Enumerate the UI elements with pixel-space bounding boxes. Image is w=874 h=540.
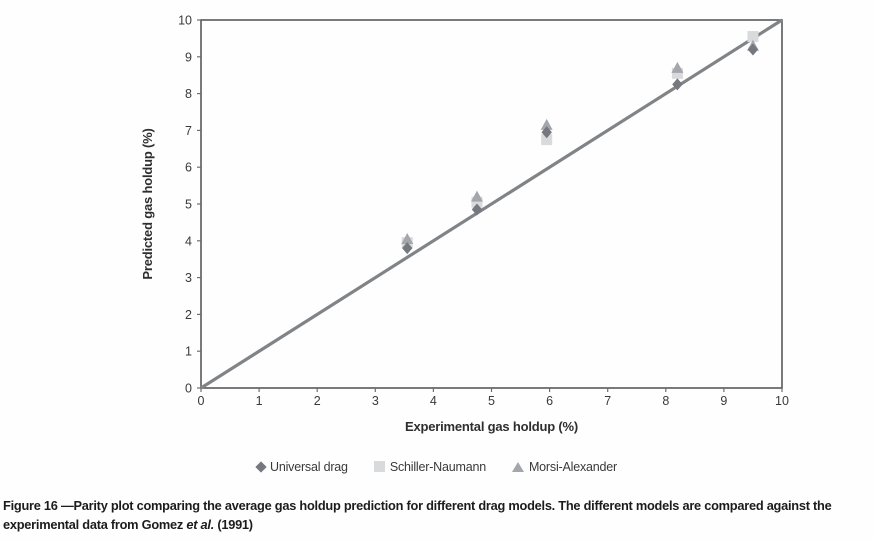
y-axis-title: Predicted gas holdup (%) <box>140 128 155 279</box>
parity-line <box>200 18 783 390</box>
x-tick-label: 8 <box>662 394 669 408</box>
y-tick-label: 7 <box>185 124 192 138</box>
y-tick-label: 6 <box>185 161 192 175</box>
x-tick-label: 2 <box>314 394 321 408</box>
x-tick-label: 0 <box>198 394 205 408</box>
x-tick-label: 6 <box>546 394 553 408</box>
marker-diamond <box>747 43 759 56</box>
y-tick-label: 2 <box>185 308 192 322</box>
parity-chart-canvas: 0 1 2 3 4 5 6 7 8 9 10 0 1 2 3 4 5 6 7 8 9 10 Experimental gas… <box>140 14 789 435</box>
legend-item-schiller-naumann: Schiller-Naumann <box>373 459 486 474</box>
chart-legend: Universal drag Schiller-Naumann Morsi-Al… <box>0 458 874 475</box>
marker-square <box>541 134 553 146</box>
x-tick-label: 10 <box>775 394 789 408</box>
caption-etal: et al. <box>186 517 215 532</box>
legend-item-morsi-alexander: Morsi-Alexander <box>511 459 617 474</box>
legend-item-universal-drag: Universal drag <box>255 459 348 474</box>
x-tick-label: 7 <box>604 394 611 408</box>
x-tick-label: 4 <box>430 394 437 408</box>
x-tick-label: 1 <box>256 394 263 408</box>
marker-triangle <box>470 190 483 202</box>
legend-label-morsi-alexander: Morsi-Alexander <box>528 459 617 474</box>
y-tick-label: 0 <box>185 382 192 396</box>
caption-line-2: experimental data from Gomez et al. (199… <box>3 517 253 532</box>
x-axis-title: Experimental gas holdup (%) <box>405 419 578 434</box>
caption-line-1: Figure 16 —Parity plot comparing the ave… <box>3 498 832 513</box>
y-tick-label: 9 <box>185 50 192 64</box>
marker-triangle <box>401 232 414 244</box>
x-tick-label: 9 <box>720 394 727 408</box>
diamond-icon <box>255 460 267 473</box>
square-icon <box>373 461 385 472</box>
y-tick-label: 1 <box>185 345 192 359</box>
legend-label-schiller-naumann: Schiller-Naumann <box>389 459 486 474</box>
marker-triangle <box>540 118 553 130</box>
y-tick-label: 4 <box>185 234 192 248</box>
figure-caption: Figure 16 —Parity plot comparing the ave… <box>0 496 874 534</box>
triangle-icon <box>511 461 524 472</box>
marker-square <box>671 67 683 79</box>
marker-square <box>747 31 759 43</box>
marker-square <box>471 196 483 208</box>
marker-triangle <box>671 61 684 73</box>
marker-diamond <box>541 126 552 139</box>
y-tick-label: 3 <box>185 271 192 285</box>
y-tick-label: 5 <box>185 198 192 212</box>
y-tick-label: 8 <box>185 87 192 101</box>
marker-diamond <box>471 203 483 216</box>
legend-label-universal-drag: Universal drag <box>270 459 348 474</box>
x-tick-label: 5 <box>488 394 495 408</box>
x-tick-label: 3 <box>372 394 379 408</box>
y-tick-label: 10 <box>178 14 192 28</box>
marker-diamond <box>402 242 413 255</box>
marker-diamond <box>672 78 683 91</box>
